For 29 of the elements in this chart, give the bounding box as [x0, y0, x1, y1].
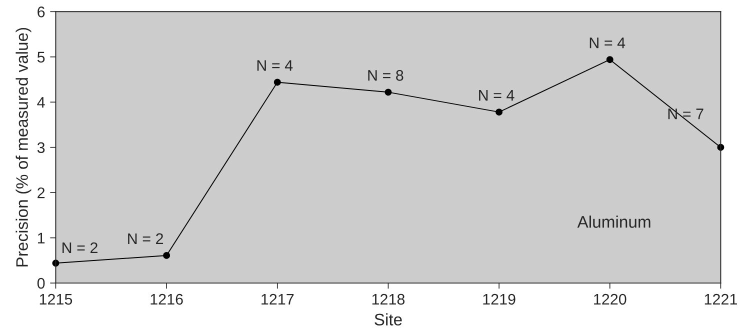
annotation: N = 4 [590, 38, 626, 48]
x-tick-label: 1218 [372, 294, 405, 305]
point [274, 78, 281, 86]
y-tick-label: 5 [37, 52, 45, 63]
annotation: N = 7 [668, 108, 704, 120]
y-tick-label: 0 [37, 278, 45, 289]
annotation: N = 2 [128, 233, 164, 244]
annotation: N = 8 [368, 70, 404, 81]
annotation: N = 2 [62, 242, 98, 254]
x-tick-label: 1217 [262, 294, 294, 305]
annotation: N = 4 [257, 60, 293, 71]
point [496, 108, 503, 116]
x-tick-label: 1221 [704, 294, 737, 305]
annotation: Aluminum [577, 216, 650, 228]
y-tick-label: 3 [37, 142, 45, 154]
x-tick-label: 1220 [594, 294, 626, 305]
y-tick-label: 1 [38, 232, 45, 244]
point [606, 56, 614, 64]
x-tick-label: 1216 [150, 294, 183, 305]
x-axis-title: Site [374, 313, 402, 326]
y-tick-label: 2 [38, 187, 45, 198]
y-axis-title: Precision (% of measured value) [16, 28, 32, 266]
annotation: N = 4 [479, 90, 514, 101]
y-tick-label: 6 [38, 6, 45, 18]
y-tick-label: 4 [37, 97, 45, 108]
x-tick-label: 1215 [40, 294, 72, 305]
point [163, 252, 170, 259]
x-tick-label: 1219 [483, 294, 516, 305]
point [384, 88, 392, 96]
